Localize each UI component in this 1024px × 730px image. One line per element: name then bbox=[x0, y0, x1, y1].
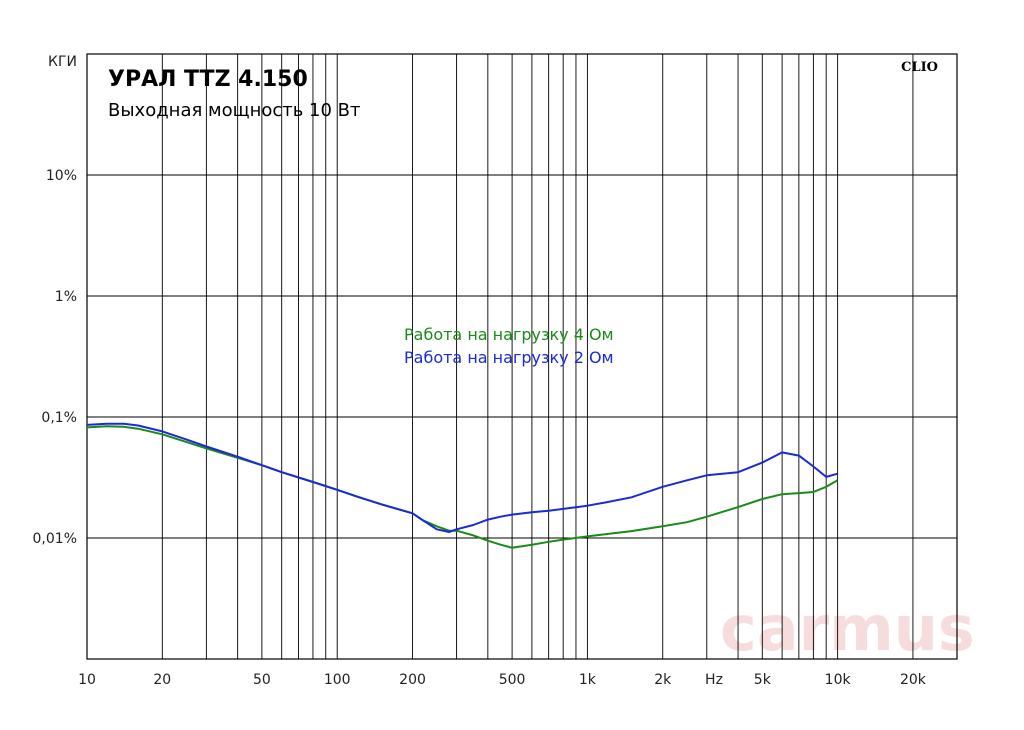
y-tick-label: 10% bbox=[46, 168, 77, 184]
series-line-1 bbox=[86, 425, 839, 549]
x-tick-label: 500 bbox=[499, 672, 526, 688]
series-line-2 bbox=[86, 422, 838, 533]
x-unit-label: Hz bbox=[705, 672, 723, 688]
x-axis-ticks: 10 20 50 100 200 500 1k 2k 5k 10k 20k bbox=[78, 672, 927, 688]
grid-lines bbox=[87, 54, 957, 659]
x-tick-label: 10k bbox=[825, 672, 852, 688]
x-tick-label: 2k bbox=[654, 672, 672, 688]
y-tick-label: 0,01% bbox=[33, 531, 77, 547]
clio-brand-label: CLIO bbox=[901, 60, 938, 75]
chart-subtitle: Выходная мощность 10 Вт bbox=[108, 100, 361, 121]
x-tick-label: 1k bbox=[579, 672, 597, 688]
legend-entry-2: Работа на нагрузку 2 Ом bbox=[404, 348, 614, 367]
y-tick-label: 1% bbox=[55, 289, 77, 305]
y-axis-label: КГИ bbox=[48, 54, 77, 70]
series-lines bbox=[86, 422, 839, 549]
y-tick-label: 0,1% bbox=[41, 410, 77, 426]
y-axis-ticks: 10% 1% 0,1% 0,01% bbox=[33, 168, 77, 547]
x-tick-label: 50 bbox=[253, 672, 271, 688]
x-tick-label: 5k bbox=[754, 672, 772, 688]
legend: Работа на нагрузку 4 Ом Работа на нагрузк… bbox=[404, 325, 614, 367]
x-tick-label: 10 bbox=[78, 672, 96, 688]
x-tick-label: 20k bbox=[900, 672, 927, 688]
x-tick-label: 200 bbox=[399, 672, 426, 688]
x-tick-label: 100 bbox=[324, 672, 351, 688]
legend-entry-1: Работа на нагрузку 4 Ом bbox=[404, 325, 614, 344]
watermark-logo: carmus bbox=[720, 592, 975, 665]
plot-frame bbox=[86, 53, 958, 660]
x-tick-label: 20 bbox=[153, 672, 171, 688]
chart-title: УРАЛ TTZ 4.150 bbox=[108, 67, 308, 92]
